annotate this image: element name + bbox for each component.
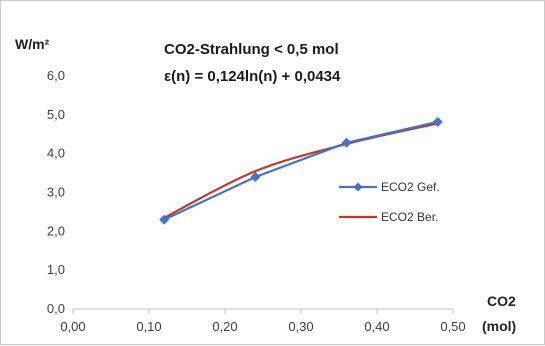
- data-point: [159, 214, 170, 225]
- y-tick-label: 1,0: [47, 262, 65, 277]
- x-tick-label: 0,50: [440, 319, 465, 334]
- x-tick-label: 0,20: [212, 319, 237, 334]
- x-tick-label: 0,10: [136, 319, 161, 334]
- series-line-eco2-ber: [163, 122, 439, 219]
- y-tick-label: 3,0: [47, 185, 65, 200]
- y-tick-label: 4,0: [47, 146, 65, 161]
- legend-label: ECO2 Gef.: [381, 180, 440, 194]
- y-tick-label: 2,0: [47, 223, 65, 238]
- y-tick-label: 6,0: [47, 68, 65, 83]
- data-point: [341, 137, 352, 148]
- x-tick-label: 0,00: [60, 319, 85, 334]
- data-point: [250, 171, 261, 182]
- data-point: [432, 116, 443, 127]
- y-axis-label: W/m²: [15, 36, 50, 52]
- x-tick-label: 0,30: [288, 319, 313, 334]
- y-tick-label: 5,0: [47, 107, 65, 122]
- chart-title: CO2-Strahlung < 0,5 mol: [164, 41, 339, 58]
- series-line-eco2-gef: [163, 120, 439, 221]
- chart-equation: ε(n) = 0,124ln(n) + 0,0434: [164, 68, 341, 85]
- x-axis-label-line2: (mol): [482, 318, 516, 334]
- legend-marker: [353, 182, 363, 192]
- y-tick-label: 0,0: [47, 301, 65, 316]
- legend-label: ECO2 Ber.: [381, 210, 438, 224]
- x-tick-label: 0,40: [364, 319, 389, 334]
- x-axis-label-line1: CO2: [487, 293, 516, 309]
